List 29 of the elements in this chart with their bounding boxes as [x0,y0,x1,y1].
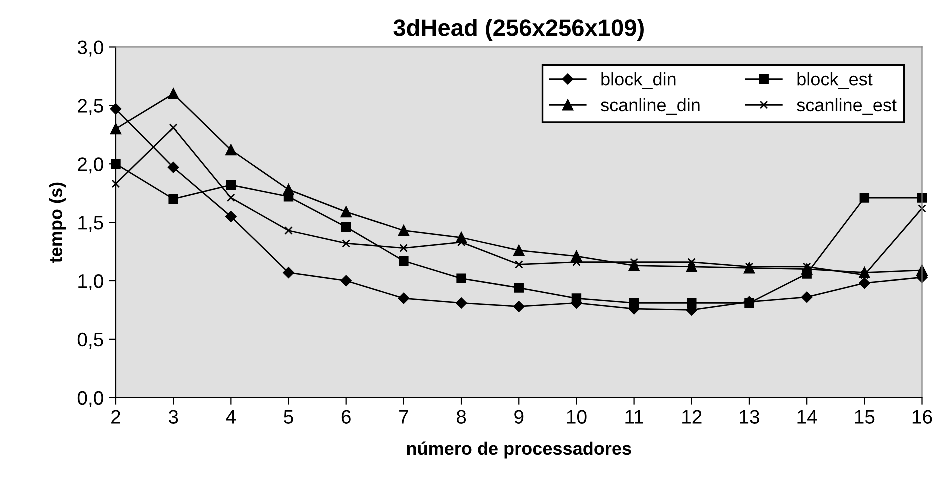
x-tick-label: 6 [342,410,351,424]
y-tick-label: 3,0 [78,40,104,57]
x-tick-label: 12 [682,410,702,424]
legend-label: scanline_din [601,98,700,116]
chart-title: 3dHead (256x256x109) [394,19,644,42]
y-tick-label: 1,0 [78,274,104,291]
y-tick-label: 1,5 [78,216,104,232]
y-axis-title: tempo (s) [49,182,66,263]
x-tick-label: 2 [112,410,120,424]
legend-label: block_din [602,72,676,90]
x-tick-label: 14 [798,410,818,424]
x-tick-label: 5 [284,410,294,424]
y-tick-label: 0,0 [78,391,104,408]
x-axis-title: número de processadores [407,442,632,459]
x-tick-label: 15 [855,410,875,424]
legend-label: block_est [798,72,873,90]
x-tick-label: 10 [567,410,587,424]
x-tick-label: 9 [514,410,524,424]
legend-label: scanline_est [797,98,897,116]
x-tick-label: 4 [226,410,236,424]
y-tick-label: 2,5 [78,99,104,116]
y-tick-label: 0,5 [78,332,104,349]
x-tick-label: 16 [912,410,932,424]
y-tick-label: 2,0 [78,158,104,174]
x-tick-label: 11 [626,410,644,424]
x-tick-label: 7 [400,410,408,424]
x-tick-label: 13 [740,410,760,424]
x-tick-label: 3 [168,410,178,424]
x-tick-label: 8 [456,410,466,424]
